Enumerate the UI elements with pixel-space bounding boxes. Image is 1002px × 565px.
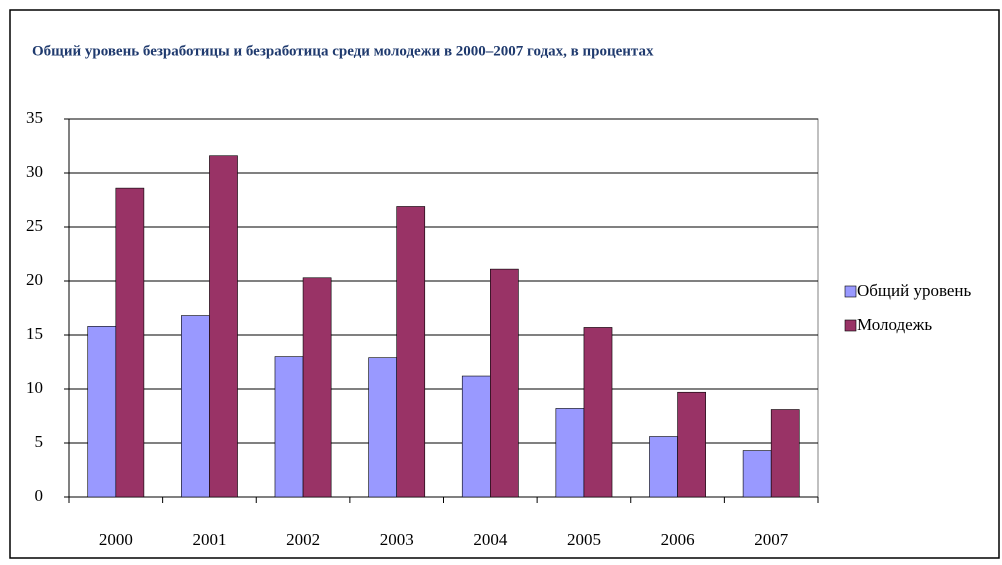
y-tick-label: 5 [35,432,44,451]
bar [115,187,145,498]
x-tick-label: 2000 [99,530,133,549]
x-tick-label: 2003 [380,530,414,549]
legend-swatch [844,285,857,298]
bar [770,409,800,498]
legend-label: Общий уровень [857,281,972,300]
bar [583,327,613,498]
y-tick-label: 20 [26,270,43,289]
bar [490,268,519,498]
x-tick-label: 2006 [661,530,695,549]
y-tick-label: 15 [26,324,43,343]
bar [274,356,304,498]
bar [87,326,117,498]
bar [461,375,491,498]
bar [677,391,706,498]
bar [181,315,210,498]
bar [302,277,332,498]
bar [209,155,238,498]
x-tick-label: 2001 [192,530,226,549]
y-tick-label: 35 [26,108,43,127]
x-tick-label: 2005 [567,530,601,549]
bar [368,357,397,498]
x-tick-label: 2002 [286,530,320,549]
bar [742,450,772,498]
y-tick-label: 0 [35,486,44,505]
chart-title: Общий уровень безработицы и безработица … [32,43,654,59]
y-tick-label: 30 [26,162,43,181]
legend-label: Молодежь [857,315,932,334]
y-tick-label: 10 [26,378,43,397]
bar [555,408,585,498]
x-tick-label: 2004 [473,530,508,549]
y-tick-label: 25 [26,216,43,235]
bar [649,436,678,498]
legend-swatch [844,319,857,332]
x-tick-label: 2007 [754,530,789,549]
bar [396,206,426,498]
